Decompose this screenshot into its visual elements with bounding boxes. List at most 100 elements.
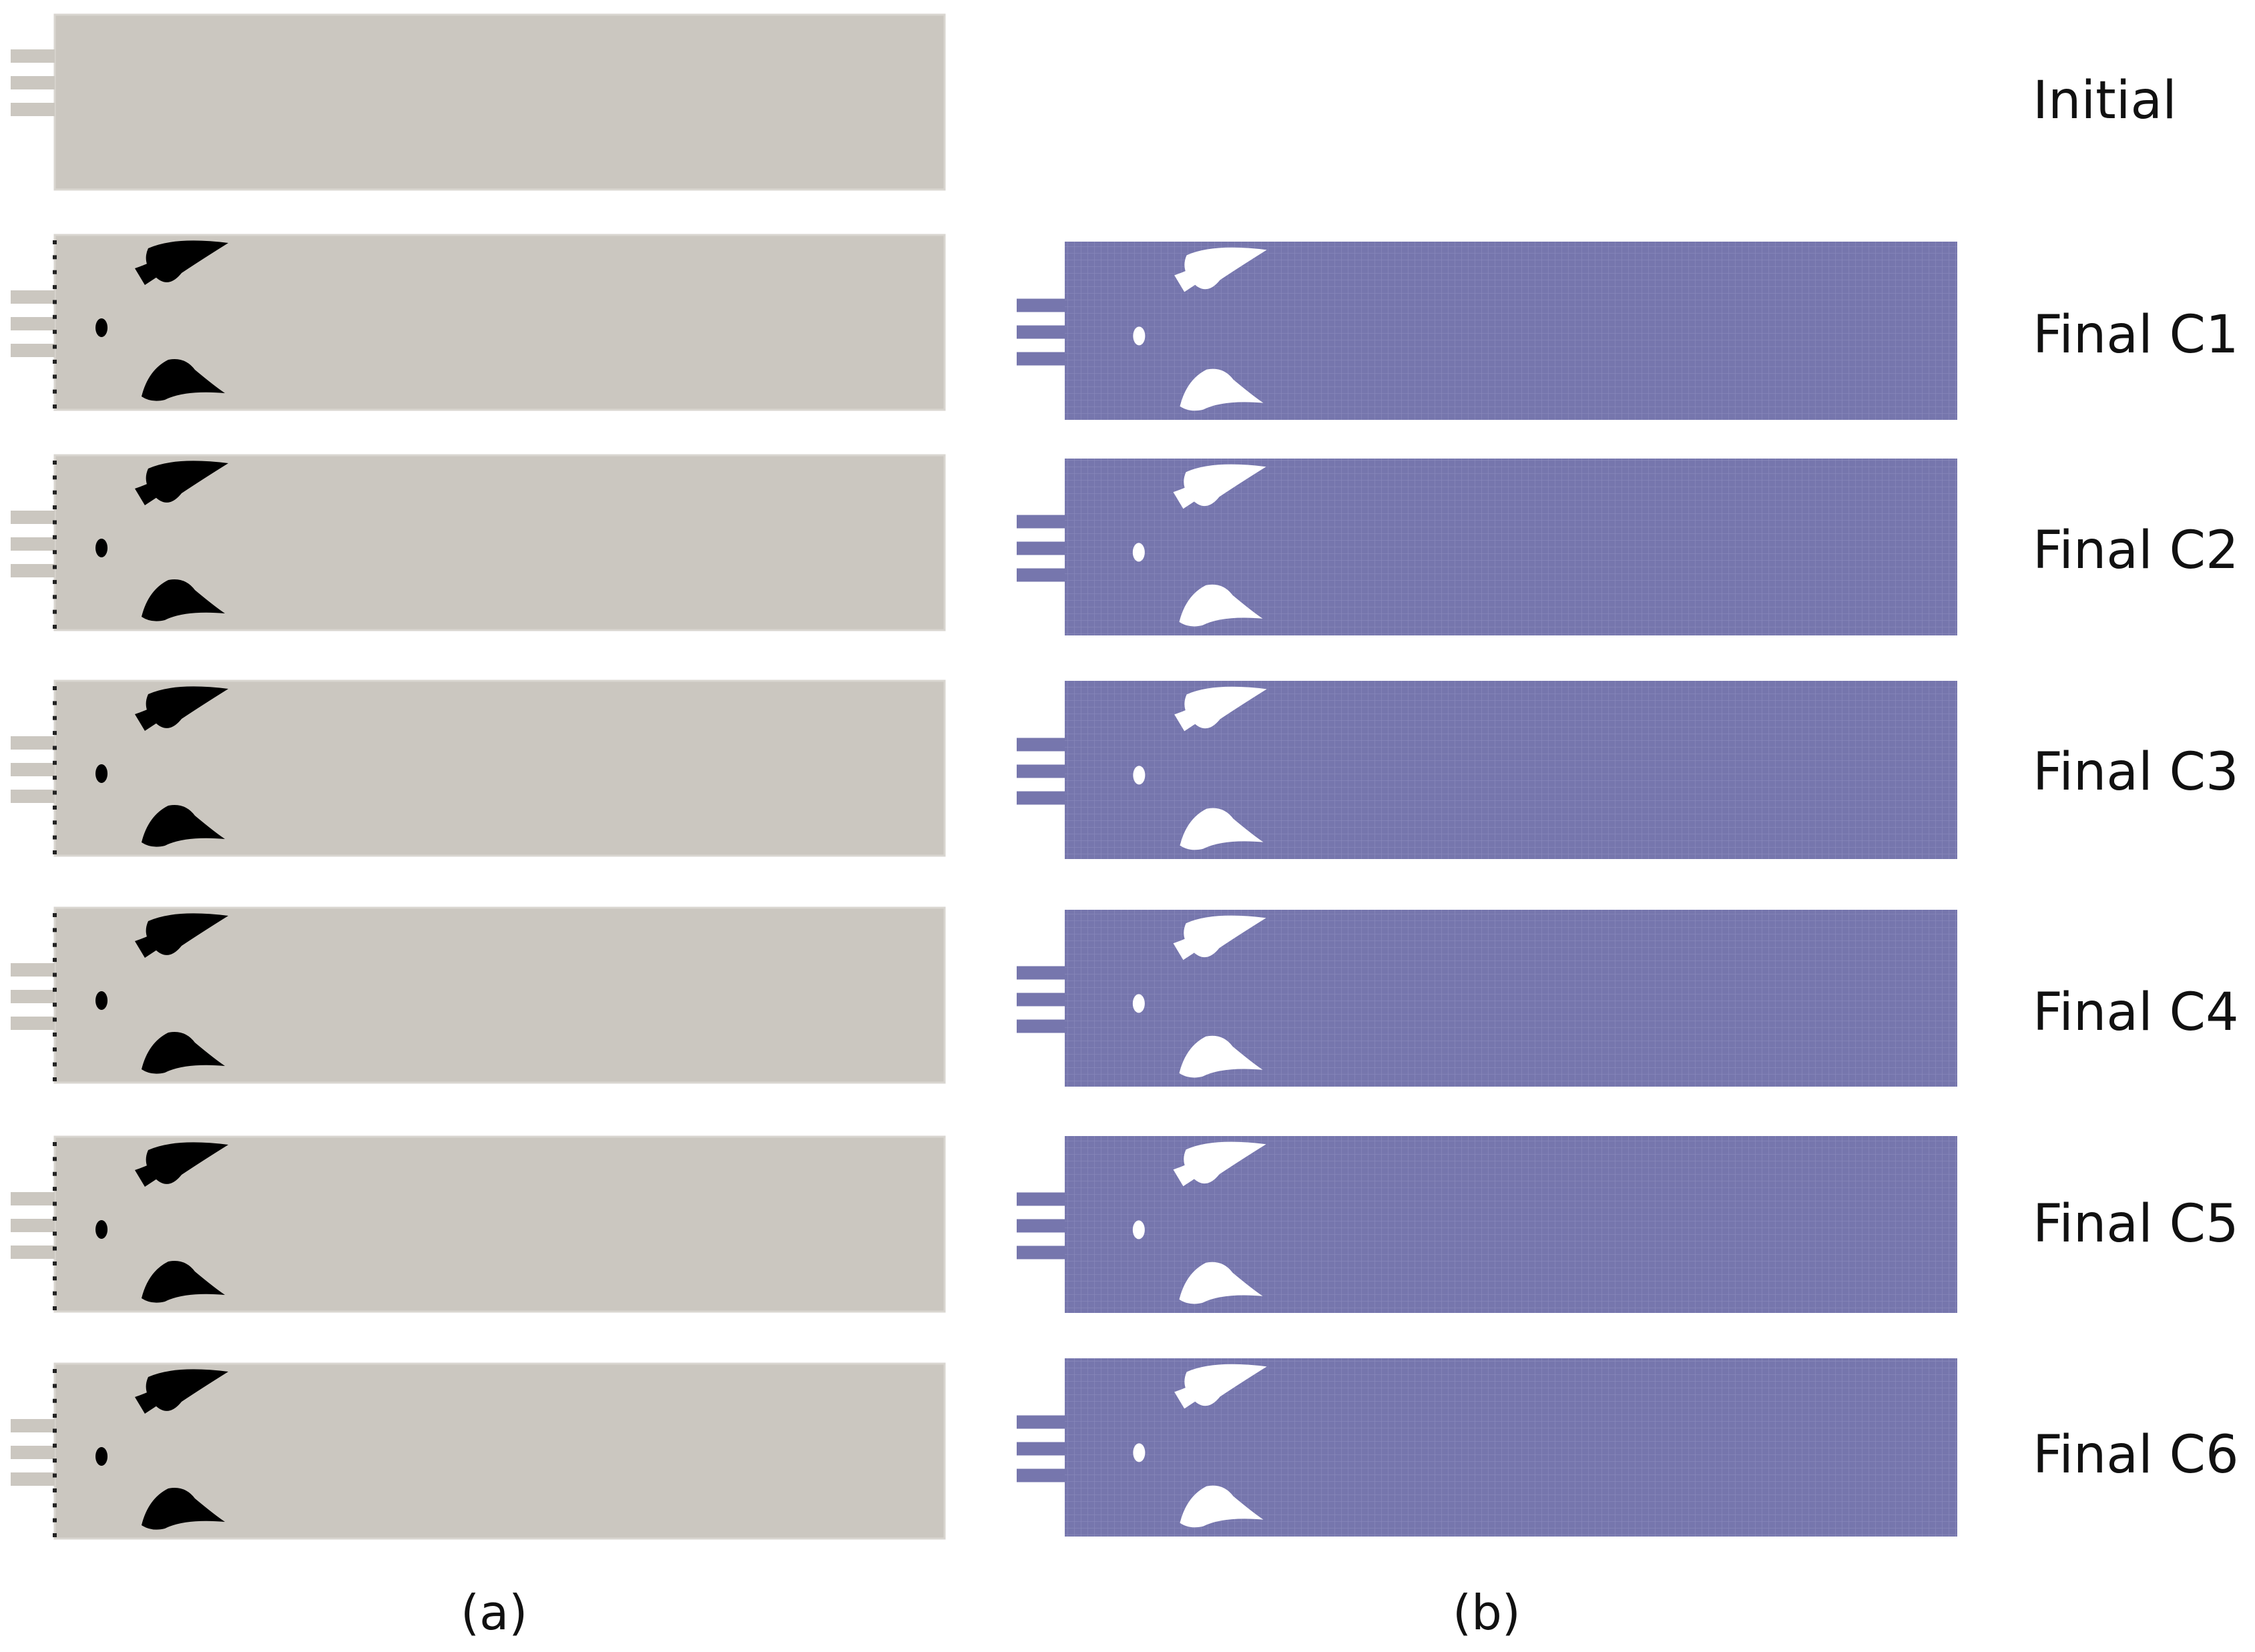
void-lower-arm [142,1261,225,1303]
void-upper-arm [146,1142,228,1184]
panel-b-domain-2 [1017,459,1957,635]
void-upper-arm [146,1369,228,1411]
void-center-dot [1133,1443,1146,1462]
boundary-speck [53,1428,57,1433]
boundary-speck [53,520,57,525]
row-label-c4: Final C4 [2033,983,2239,1043]
row-label-c1: Final C1 [2033,305,2239,365]
void-upper-arm [146,240,228,282]
boundary-speck [53,850,57,854]
void-upper-arm-tip [1173,1149,1240,1187]
void-center-dot [95,1447,108,1466]
void-lower-arm [1180,368,1264,411]
panel-a-domain-1 [11,234,946,411]
void-upper-arm-tip [1173,472,1240,509]
row-label-c2: Final C2 [2033,521,2239,581]
void-center-dot [1132,994,1145,1013]
inlet-tab [11,344,55,357]
panel-label-a: (a) [461,1585,528,1641]
boundary-speck [53,973,57,977]
boundary-speck [53,701,57,706]
panel-a-domain-4 [11,906,946,1084]
boundary-speck [53,1384,57,1388]
void-center-dot [1133,326,1146,346]
boundary-speck [53,1276,57,1281]
void-upper-arm [146,686,228,728]
void-center-dot [95,991,108,1010]
inlet-tab [11,790,55,803]
void-upper-arm [1184,1364,1267,1406]
inlet-tab [11,1472,55,1486]
panel-b-domain-3 [1017,681,1957,859]
inlet-tab [11,1219,55,1232]
boundary-speck [53,1503,57,1508]
boundary-speck [53,1261,57,1266]
boundary-speck [53,359,57,364]
boundary-speck [53,490,57,495]
void-upper-arm-tip [1173,923,1240,960]
inlet-tab [1017,325,1065,339]
boundary-speck [53,1077,57,1081]
inlet-tab [11,317,55,330]
void-center-dot [95,539,108,557]
void-upper-arm-tip [135,1150,202,1187]
void-upper-arm [1184,686,1267,729]
boundary-speck [53,776,57,780]
boundary-speck [53,475,57,480]
boundary-speck [53,958,57,962]
void-upper-arm-tip [1174,255,1242,292]
void-lower-arm [1180,808,1264,850]
void-center-dot [95,1220,108,1239]
boundary-speck [53,1142,57,1146]
boundary-speck [53,389,57,394]
inlet-tab [11,763,55,776]
row-label-c6: Final C6 [2033,1425,2239,1485]
inlet-tab [1017,1192,1065,1206]
boundary-speck [53,595,57,599]
inlet-tab [1017,515,1065,529]
void-lower-arm [142,1488,225,1530]
inlet-tab [11,290,55,304]
boundary-speck [53,1488,57,1492]
boundary-speck [53,270,57,274]
void-lower-arm [1179,584,1263,627]
inlet-tab [1017,568,1065,582]
row-label-c5: Final C5 [2033,1194,2239,1254]
void-center-dot [1132,1220,1145,1240]
void-upper-arm [146,913,228,955]
void-upper-arm-tip [135,1377,202,1414]
inlet-tab [11,1446,55,1459]
panel-b-domain-6 [1017,1358,1957,1537]
boundary-speck [53,609,57,614]
boundary-speck [53,746,57,750]
inlet-tab [1017,1468,1065,1482]
panel-a-domain-5 [11,1135,946,1313]
boundary-speck [53,1216,57,1221]
inlet-tab [11,49,55,63]
boundary-speck [53,805,57,810]
boundary-speck [53,1047,57,1052]
inlet-tab [1017,541,1065,555]
inlet-tab [11,1017,55,1030]
inlet-tab [1017,764,1065,778]
panel-a-domain-6 [11,1362,946,1540]
boundary-speck [53,579,57,584]
boundary-speck [53,1157,57,1161]
void-upper-arm [1184,464,1266,507]
boundary-speck [53,1533,57,1537]
panel-a-domain-0 [11,13,946,191]
inlet-tab [1017,738,1065,752]
boundary-speck [53,505,57,510]
inlet-tab [11,1419,55,1432]
boundary-speck [53,1443,57,1448]
boundary-speck [53,1032,57,1037]
boundary-speck [53,987,57,992]
inlet-tab [11,990,55,1003]
boundary-speck [53,1231,57,1236]
boundary-speck [53,535,57,539]
void-lower-arm [142,805,225,847]
boundary-speck [53,942,57,947]
boundary-speck [53,686,57,690]
inlet-tab [1017,1442,1065,1456]
